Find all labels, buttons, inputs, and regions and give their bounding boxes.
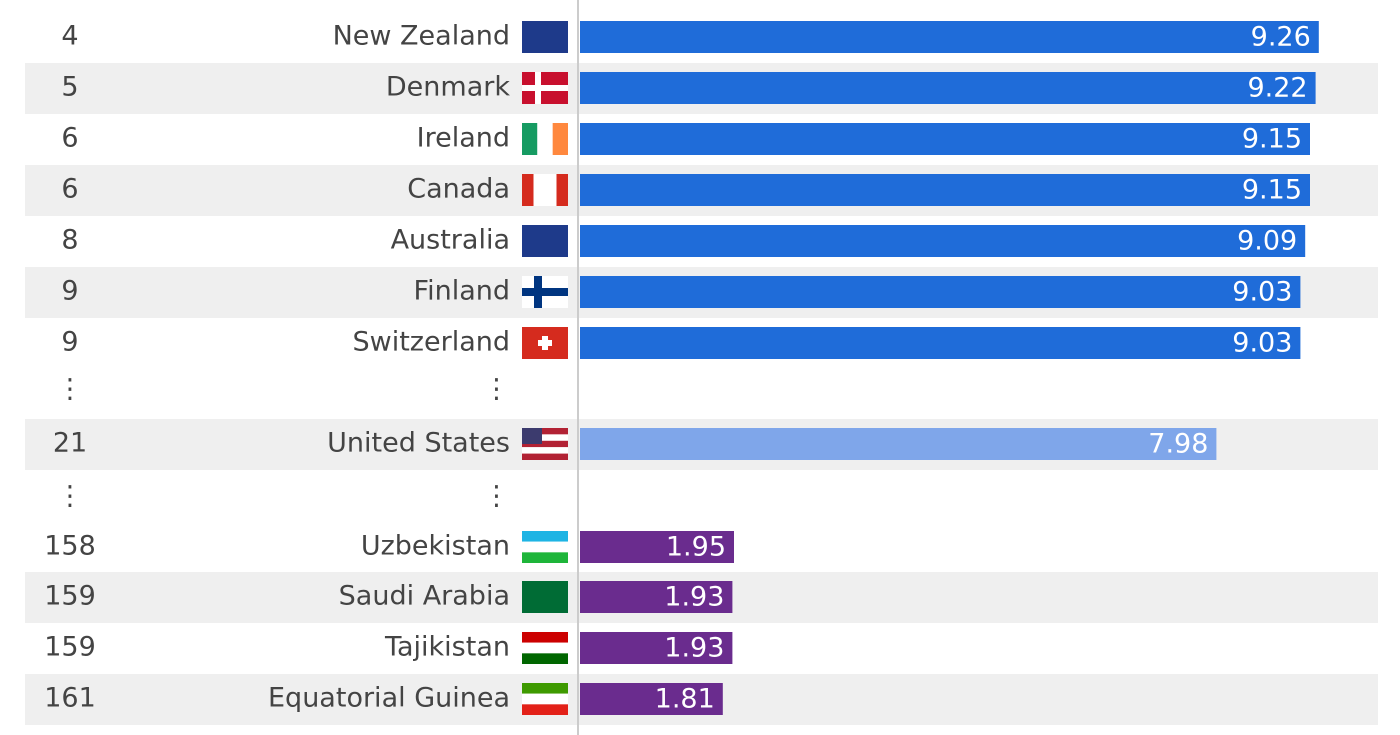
flag [522,21,568,53]
flag [522,123,538,155]
rank: 9 [61,276,78,307]
row-backgrounds [25,63,1378,725]
rank: 161 [44,683,96,714]
flag [522,552,568,563]
rank: 9 [61,327,78,358]
flag [522,428,542,444]
country: United States [327,428,510,459]
flag [522,440,568,448]
bar [580,123,1310,155]
flag [522,225,568,257]
bar [580,531,734,563]
flag [522,693,568,705]
rank: 159 [44,581,96,612]
flag [522,453,568,460]
rank: 159 [44,632,96,663]
country: Canada [407,174,510,205]
flag [522,428,568,435]
value-label: 9.09 [1237,226,1297,257]
bar [580,72,1316,104]
country: Ireland [417,123,510,154]
rank: 6 [61,174,78,205]
rank: 8 [61,225,78,256]
flag [537,123,553,155]
rank: 5 [61,72,78,103]
flag [522,581,568,613]
rank: 158 [44,531,96,562]
value-label: 1.81 [655,684,715,715]
country: Equatorial Guinea [268,683,510,714]
flag [522,447,568,454]
country: Uzbekistan [361,531,510,562]
country: Finland [414,276,510,307]
value-label: 1.93 [664,633,724,664]
country: Switzerland [353,327,511,358]
bar [580,21,1319,53]
country: Australia [391,225,510,256]
value-label: 7.98 [1148,429,1208,460]
flag [522,704,568,715]
country: Tajikistan [384,632,510,663]
flag [534,276,542,308]
value-label: 9.03 [1232,277,1292,308]
rank: 4 [61,21,78,52]
rank: 6 [61,123,78,154]
value-label: 9.15 [1242,124,1302,155]
flag [522,288,568,296]
bar [580,428,1217,460]
flag [522,434,568,441]
value-label: 9.26 [1251,22,1311,53]
flag [542,336,548,350]
flag [533,174,557,206]
bar [580,683,723,715]
flag [535,72,541,104]
bar [580,174,1310,206]
bar [580,276,1301,308]
flag [552,123,568,155]
value-label: 1.93 [664,582,724,613]
country: ⋮ [483,374,510,405]
country: ⋮ [483,481,510,512]
rank: ⋮ [57,481,84,512]
flag [522,683,568,694]
country: Denmark [386,72,510,103]
flag [556,174,568,206]
bar [580,632,733,664]
bar [580,581,733,613]
flag [522,531,568,542]
bar [580,327,1301,359]
flag [522,174,534,206]
flag [522,653,568,664]
rank: 21 [53,428,87,459]
value-label: 1.95 [666,532,726,563]
flag [522,642,568,654]
country: New Zealand [333,21,510,52]
country: Saudi Arabia [339,581,510,612]
rank: ⋮ [57,374,84,405]
flag [522,541,568,553]
value-label: 9.03 [1232,328,1292,359]
value-label: 9.15 [1242,175,1302,206]
bar [580,225,1306,257]
flag [522,85,568,91]
flag [522,632,568,643]
value-label: 9.22 [1247,73,1307,104]
